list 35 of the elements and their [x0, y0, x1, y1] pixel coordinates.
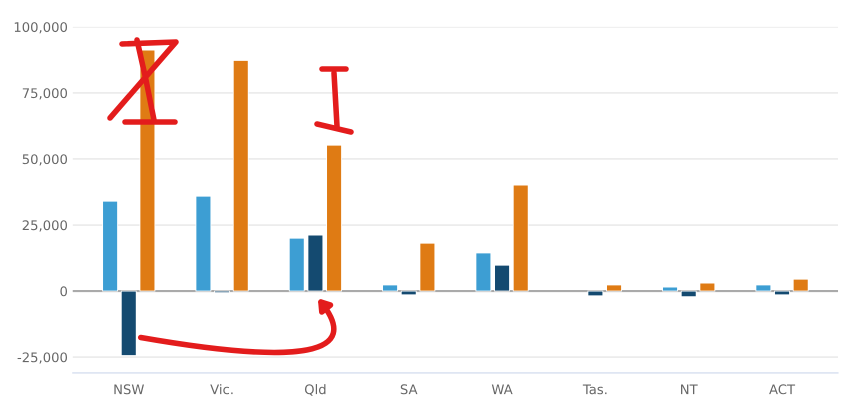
bar	[232, 60, 249, 292]
bar	[606, 284, 622, 292]
bar	[288, 238, 305, 292]
bar	[196, 196, 212, 292]
bar	[755, 284, 772, 292]
bar	[382, 284, 398, 292]
bar	[102, 200, 118, 292]
y-tick-label: 100,000	[14, 22, 68, 34]
bar	[512, 184, 529, 292]
bar	[420, 242, 436, 292]
bar	[308, 234, 324, 292]
bar	[699, 282, 716, 292]
x-tick-label: NT	[681, 384, 698, 394]
y-tick-label: -25,000	[18, 352, 68, 364]
bar	[494, 264, 510, 292]
bar	[680, 290, 697, 298]
bar	[587, 290, 604, 296]
y-tick-label: 75,000	[22, 88, 68, 100]
bar	[662, 286, 678, 292]
x-tick-label: Tas.	[582, 384, 606, 394]
y-tick-label: 0	[60, 286, 68, 296]
x-tick-label: NSW	[114, 384, 144, 394]
x-tick-label: SA	[400, 384, 418, 394]
y-tick-label: 25,000	[22, 220, 68, 232]
bar	[774, 290, 790, 296]
bar	[400, 290, 417, 296]
bar	[476, 252, 492, 292]
x-tick-label: WA	[492, 384, 513, 394]
x-tick-label: Vic.	[210, 384, 233, 394]
bar	[326, 144, 342, 292]
y-tick-label: 50,000	[22, 154, 68, 166]
x-tick-label: ACT	[769, 384, 796, 394]
bar	[120, 290, 137, 356]
bar	[792, 278, 809, 292]
x-tick-label: Qld	[304, 384, 326, 396]
